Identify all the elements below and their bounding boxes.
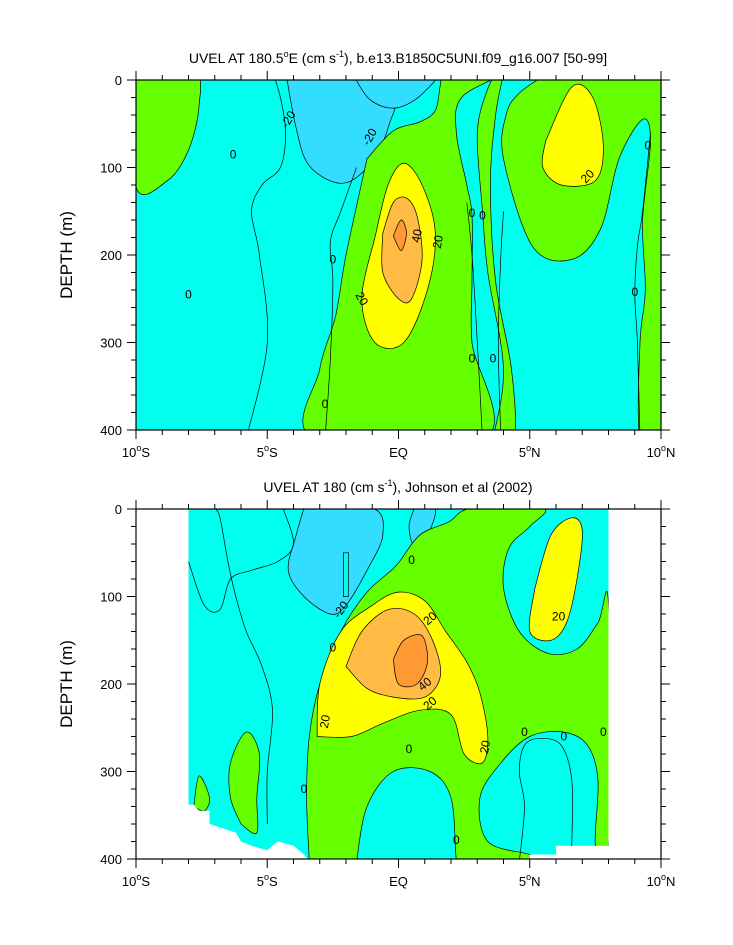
obs-ytick-label-3: 300 <box>100 765 122 780</box>
model-region-p0_to_20-4 <box>501 80 661 430</box>
chart-title-obs: UVEL AT 180 (cm s-1), Johnson et al (200… <box>263 478 532 495</box>
contour-field-obs <box>136 509 661 859</box>
model-region-p0_to_20-5 <box>476 80 516 430</box>
model-contour-line-3 <box>497 211 504 430</box>
model-ytick-label-3: 300 <box>100 336 122 351</box>
obs-contour-label-6: 20 <box>317 713 333 729</box>
model-contour-label-2: 0 <box>230 147 237 161</box>
model-contour-label-11: 0 <box>469 351 476 365</box>
model-contour-line-1 <box>325 167 357 430</box>
obs-contour-line-0 <box>215 509 273 825</box>
model-ytick-label-2: 200 <box>100 248 122 263</box>
model-xtick-label-3: 5oN <box>519 443 541 460</box>
obs-contour-line-2 <box>518 737 573 859</box>
model-xtick-label-2: EQ <box>389 445 408 460</box>
model-contour-label-4: 0 <box>185 287 192 301</box>
obs-region-p0_to_20-3 <box>193 775 210 812</box>
obs-contour-line-1 <box>188 509 294 613</box>
model-contour-label-14: 0 <box>645 139 652 153</box>
obs-region-p60_plus-9 <box>392 634 428 688</box>
model-contour-label-3: 0 <box>330 252 337 266</box>
contour-field-model <box>136 80 661 430</box>
model-contour-line-0 <box>248 80 286 430</box>
obs-ytick-label-2: 200 <box>100 677 122 692</box>
obs-contour-label-1: 0 <box>408 553 415 567</box>
model-xtick-label-4: 10oN <box>647 443 676 460</box>
obs-small-cell <box>343 552 349 597</box>
contour-lines-obs <box>188 509 573 859</box>
obs-missing-left <box>136 509 189 859</box>
model-region-p0_to_20-0 <box>136 80 202 195</box>
model-contour-label-12: 0 <box>490 351 497 365</box>
obs-xtick-label-1: 5oS <box>257 872 278 889</box>
obs-contour-label-2: 0 <box>330 640 337 654</box>
model-contour-line-4 <box>634 132 651 430</box>
model-ytick-label-0: 0 <box>115 73 122 88</box>
obs-region-m20_to_0-5 <box>356 767 457 859</box>
model-contour-label-10: 0 <box>479 209 486 223</box>
model-region-below_m20-2 <box>355 80 436 109</box>
model-ytick-label-4: 400 <box>100 423 122 438</box>
model-contour-label-6: 40 <box>409 228 425 244</box>
model-ytick-label-1: 100 <box>100 161 122 176</box>
obs-contour-label-14: 0 <box>600 725 607 739</box>
obs-missing-bottom-right <box>529 845 609 859</box>
model-region-p60_plus-9 <box>392 219 407 251</box>
obs-xtick-label-0: 10oS <box>122 872 150 889</box>
model-xtick-label-1: 5oS <box>257 443 278 460</box>
obs-contour-label-13: 0 <box>561 730 568 744</box>
obs-ytick-label-1: 100 <box>100 590 122 605</box>
model-contour-label-8: 20 <box>352 290 371 309</box>
obs-ytick-label-0: 0 <box>115 502 122 517</box>
obs-xtick-label-3: 5oN <box>519 872 541 889</box>
obs-xtick-label-4: 10oN <box>647 872 676 889</box>
obs-contour-label-10: 0 <box>453 833 460 847</box>
obs-contour-label-7: 0 <box>406 742 413 756</box>
obs-region-p0_to_20-2 <box>228 731 261 835</box>
model-contour-line-2 <box>466 202 483 430</box>
obs-contour-label-9: 0 <box>301 782 308 796</box>
obs-xtick-label-2: EQ <box>389 874 408 889</box>
obs-missing-right <box>608 509 661 859</box>
model-contour-label-5: 0 <box>322 397 329 411</box>
obs-missing-bottom-left <box>188 804 308 859</box>
contour-lines-model <box>248 80 651 430</box>
model-contour-label-9: 0 <box>469 206 476 220</box>
y-axis-label-model: DEPTH (m) <box>57 211 76 299</box>
obs-contour-label-8: 20 <box>477 739 493 755</box>
obs-region-p20_to_40-7 <box>528 517 583 642</box>
y-axis-label-obs: DEPTH (m) <box>57 640 76 728</box>
model-xtick-label-0: 10oS <box>122 443 150 460</box>
model-contour-label-15: 0 <box>631 285 638 299</box>
obs-region-below_m20-0 <box>287 509 384 615</box>
model-region-p20_to_40-7 <box>541 83 604 187</box>
obs-ytick-label-4: 400 <box>100 852 122 867</box>
obs-contour-label-11: 20 <box>552 610 566 624</box>
model-contour-label-7: 20 <box>430 234 446 250</box>
obs-contour-label-12: 0 <box>521 725 528 739</box>
chart-title-model: UVEL AT 180.5oE (cm s-1), b.e13.B1850C5U… <box>189 49 607 66</box>
